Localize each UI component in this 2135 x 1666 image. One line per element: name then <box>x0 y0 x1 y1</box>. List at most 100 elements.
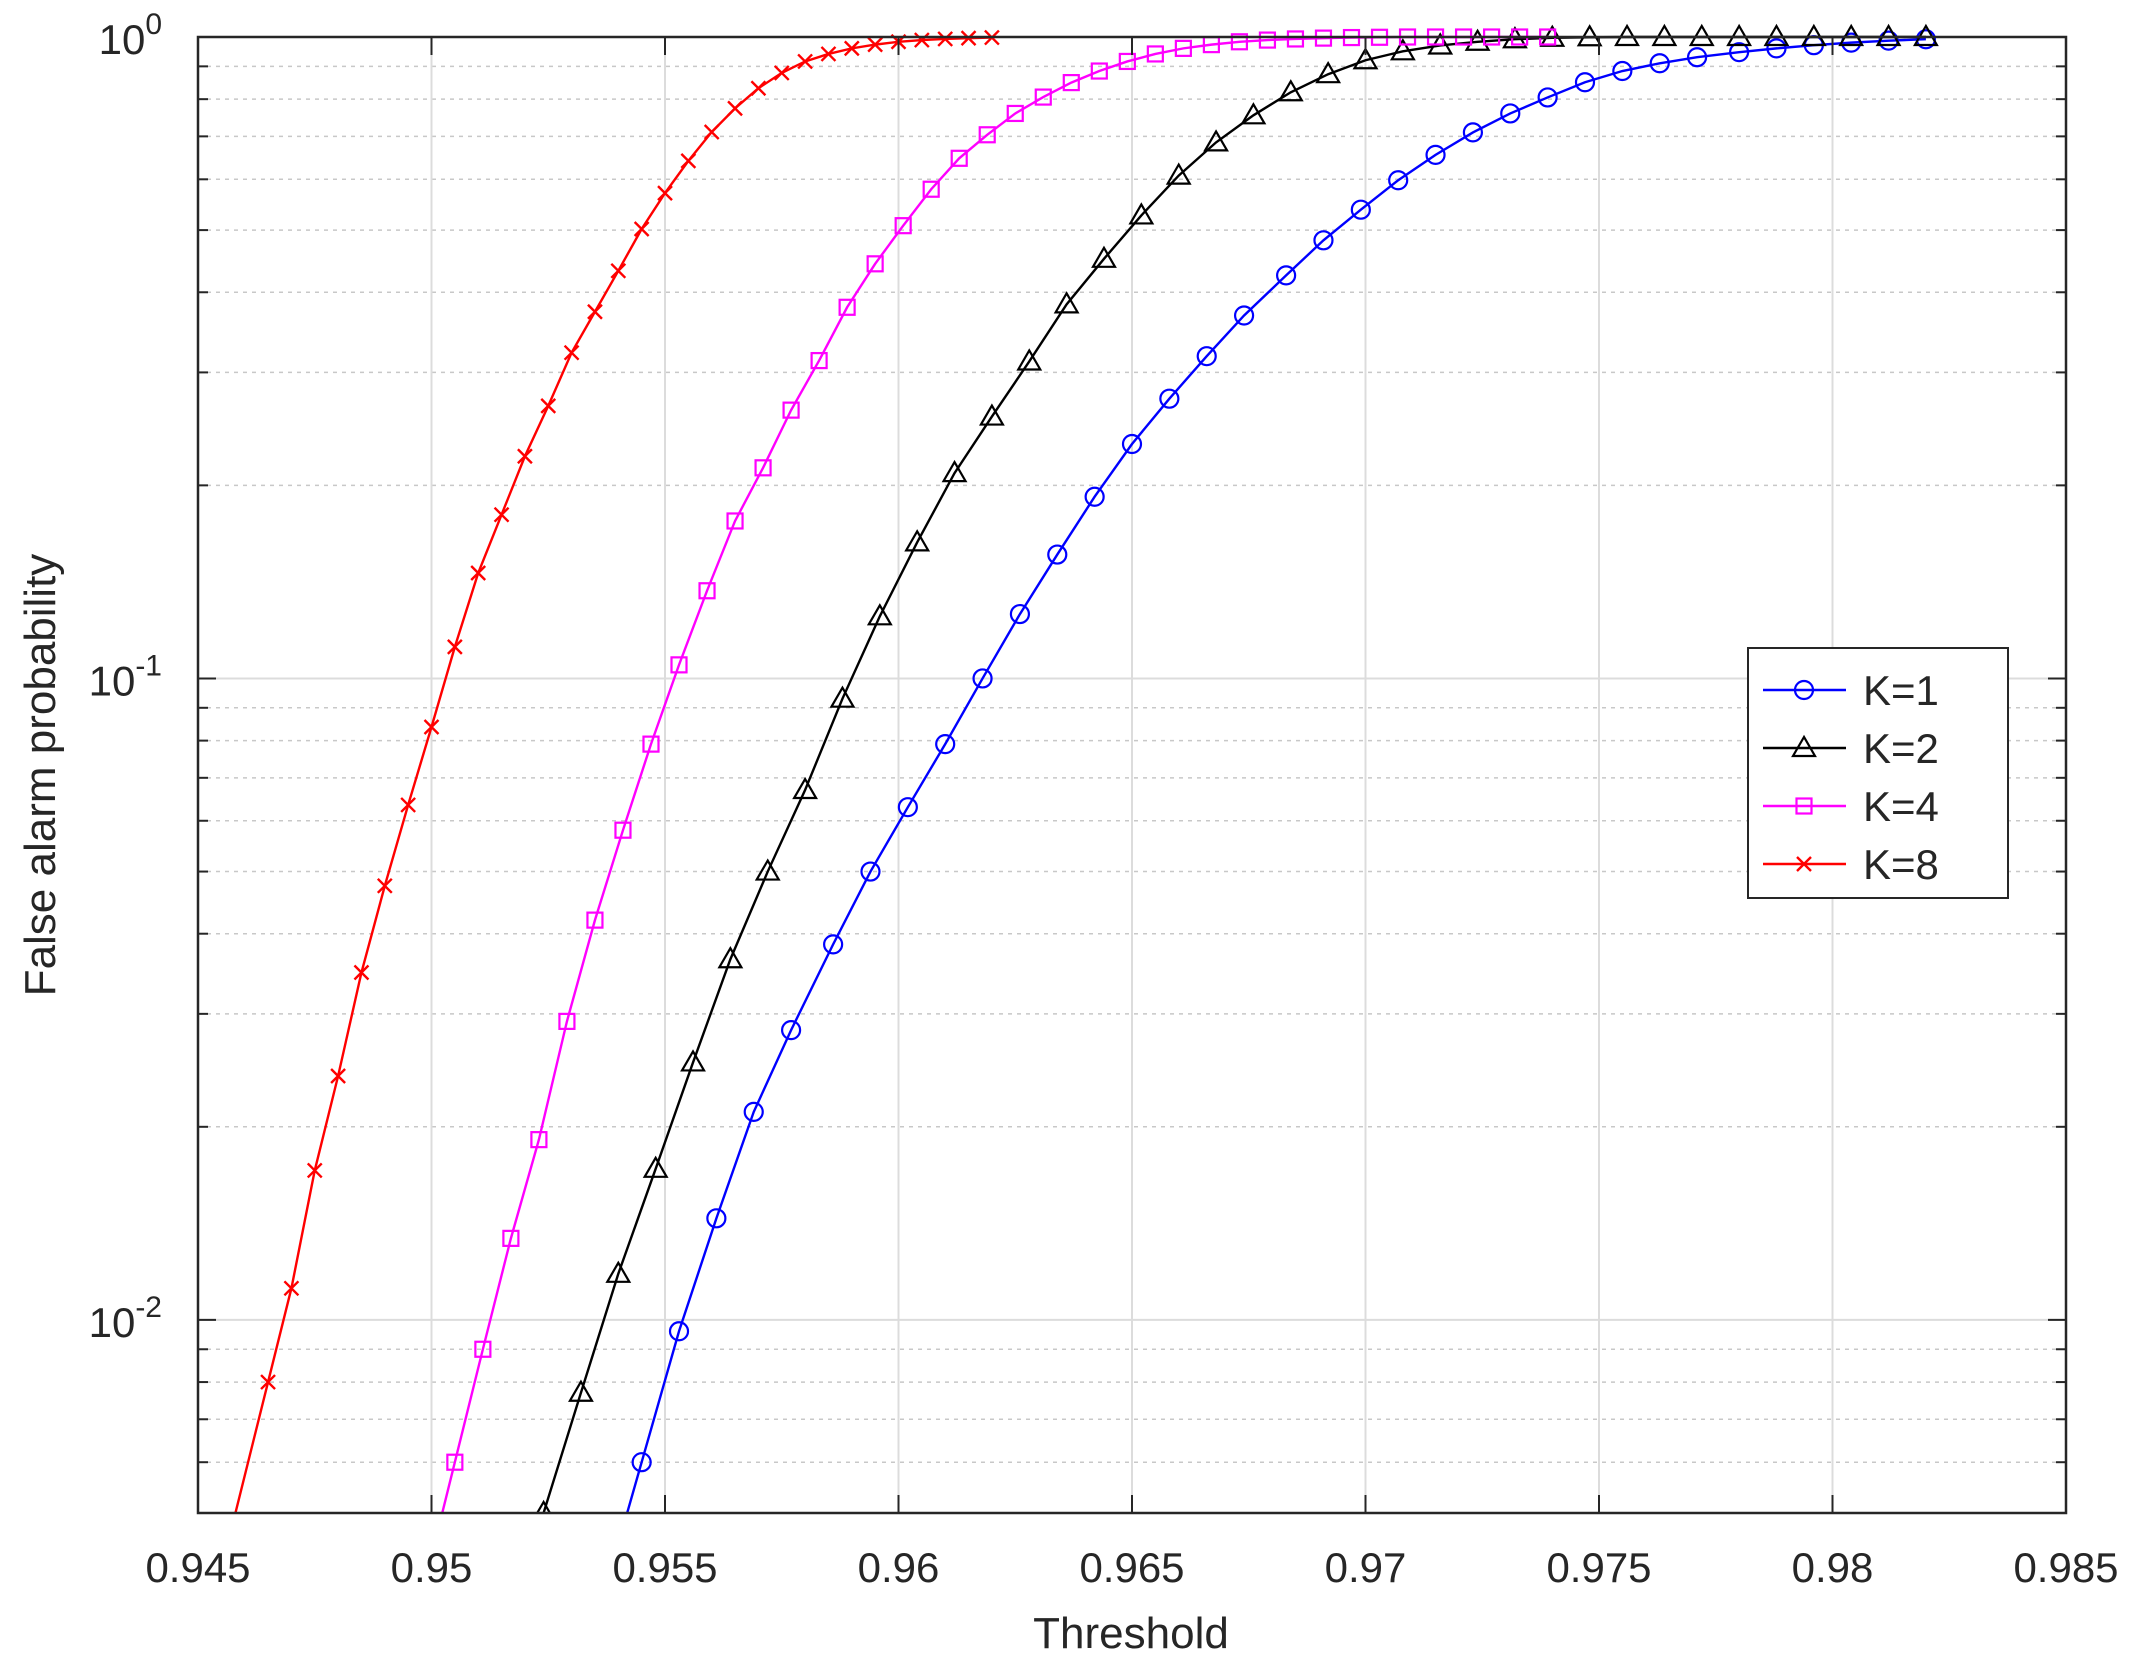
data-point <box>750 80 767 97</box>
data-point <box>470 565 487 581</box>
data-point <box>823 934 844 955</box>
data-point <box>376 877 393 894</box>
data-point <box>698 582 716 600</box>
data-point <box>894 217 912 235</box>
data-point <box>283 1280 300 1297</box>
data-point <box>1912 23 1939 47</box>
data-point <box>1352 47 1379 70</box>
data-point <box>1121 433 1143 455</box>
legend-label: K=1 <box>1863 667 1939 714</box>
legend-item: K=1 <box>1763 667 1939 714</box>
legend-label: K=2 <box>1863 725 1939 772</box>
data-point <box>1500 103 1521 124</box>
data-point <box>633 221 650 237</box>
x-tick-label: 0.985 <box>2013 1544 2118 1591</box>
series-k1 <box>625 29 1937 1513</box>
legend-item: K=4 <box>1763 783 1939 830</box>
data-point <box>605 1260 632 1283</box>
data-point <box>493 506 510 523</box>
data-point <box>1537 87 1558 108</box>
x-tick-label: 0.98 <box>1792 1544 1874 1591</box>
data-point <box>1053 291 1080 314</box>
data-point <box>782 401 800 419</box>
data-point <box>563 344 580 361</box>
data-point <box>726 512 744 530</box>
data-point <box>530 1131 548 1149</box>
data-point <box>1574 72 1596 93</box>
data-point <box>1159 388 1180 409</box>
data-point <box>260 1374 276 1390</box>
data-point <box>680 153 697 169</box>
data-point <box>978 126 996 144</box>
y-axis-label: False alarm probability <box>16 554 65 997</box>
data-point <box>1174 39 1192 57</box>
legend: K=1 K=2 K=4 K=8 <box>1747 647 2009 899</box>
data-point <box>1313 230 1334 251</box>
data-point <box>400 797 416 813</box>
data-point <box>1649 53 1670 74</box>
data-point <box>558 1012 576 1030</box>
data-point <box>587 303 603 320</box>
data-point <box>1203 129 1229 152</box>
data-point <box>1286 30 1305 48</box>
data-point <box>978 403 1005 426</box>
data-point <box>1277 79 1304 102</box>
data-point <box>703 124 720 140</box>
legend-item: K=2 <box>1763 725 1939 772</box>
data-point <box>754 459 772 477</box>
x-tick-label: 0.965 <box>1079 1544 1184 1591</box>
data-point <box>1315 61 1342 84</box>
data-point <box>780 1020 802 1041</box>
legend-item: K=8 <box>1763 841 1939 888</box>
data-point <box>1091 245 1117 268</box>
data-point <box>642 1155 669 1178</box>
data-point <box>1614 23 1640 47</box>
data-point <box>1006 104 1024 123</box>
x-tick-label: 0.96 <box>858 1544 940 1591</box>
data-point <box>535 1499 552 1513</box>
data-point <box>1686 47 1708 68</box>
data-point <box>1084 486 1105 507</box>
data-point <box>1128 202 1155 225</box>
data-point <box>1258 31 1277 49</box>
data-point <box>810 351 828 370</box>
data-point <box>680 1049 706 1072</box>
data-point <box>330 1068 346 1084</box>
data-point <box>1800 23 1827 47</box>
data-point <box>1612 60 1633 82</box>
data-point <box>897 797 918 818</box>
x-axis-label: Threshold <box>1033 1609 1229 1658</box>
data-point <box>642 735 660 753</box>
data-point <box>1838 23 1865 47</box>
data-point <box>474 1340 492 1358</box>
data-point <box>1016 348 1043 371</box>
data-point <box>860 861 881 882</box>
data-point <box>670 656 688 674</box>
data-point <box>866 603 893 626</box>
data-point <box>727 100 743 117</box>
data-point <box>922 180 940 198</box>
data-point <box>1196 346 1217 367</box>
data-point <box>631 1452 652 1473</box>
x-tick-label: 0.955 <box>612 1544 717 1591</box>
data-point <box>540 398 557 414</box>
data-point <box>1389 38 1416 61</box>
data-point <box>446 1453 464 1471</box>
data-point <box>866 255 884 273</box>
tick-labels: 0.945 0.95 0.955 0.96 0.965 0.97 0.975 0.98 0.98… <box>89 8 2119 1591</box>
data-point <box>1875 23 1902 47</box>
data-point <box>1062 74 1080 92</box>
data-point <box>1726 23 1753 47</box>
data-point <box>1034 88 1052 106</box>
data-point <box>657 185 673 201</box>
data-point <box>1230 33 1249 51</box>
data-point <box>1276 265 1297 286</box>
data-point <box>1462 122 1484 143</box>
data-point <box>1388 170 1409 191</box>
data-point <box>517 448 533 465</box>
data-point <box>668 1321 690 1342</box>
data-point <box>1240 102 1267 125</box>
data-point <box>843 40 860 57</box>
data-point <box>1233 305 1255 326</box>
axis-ticks <box>197 36 2067 1513</box>
